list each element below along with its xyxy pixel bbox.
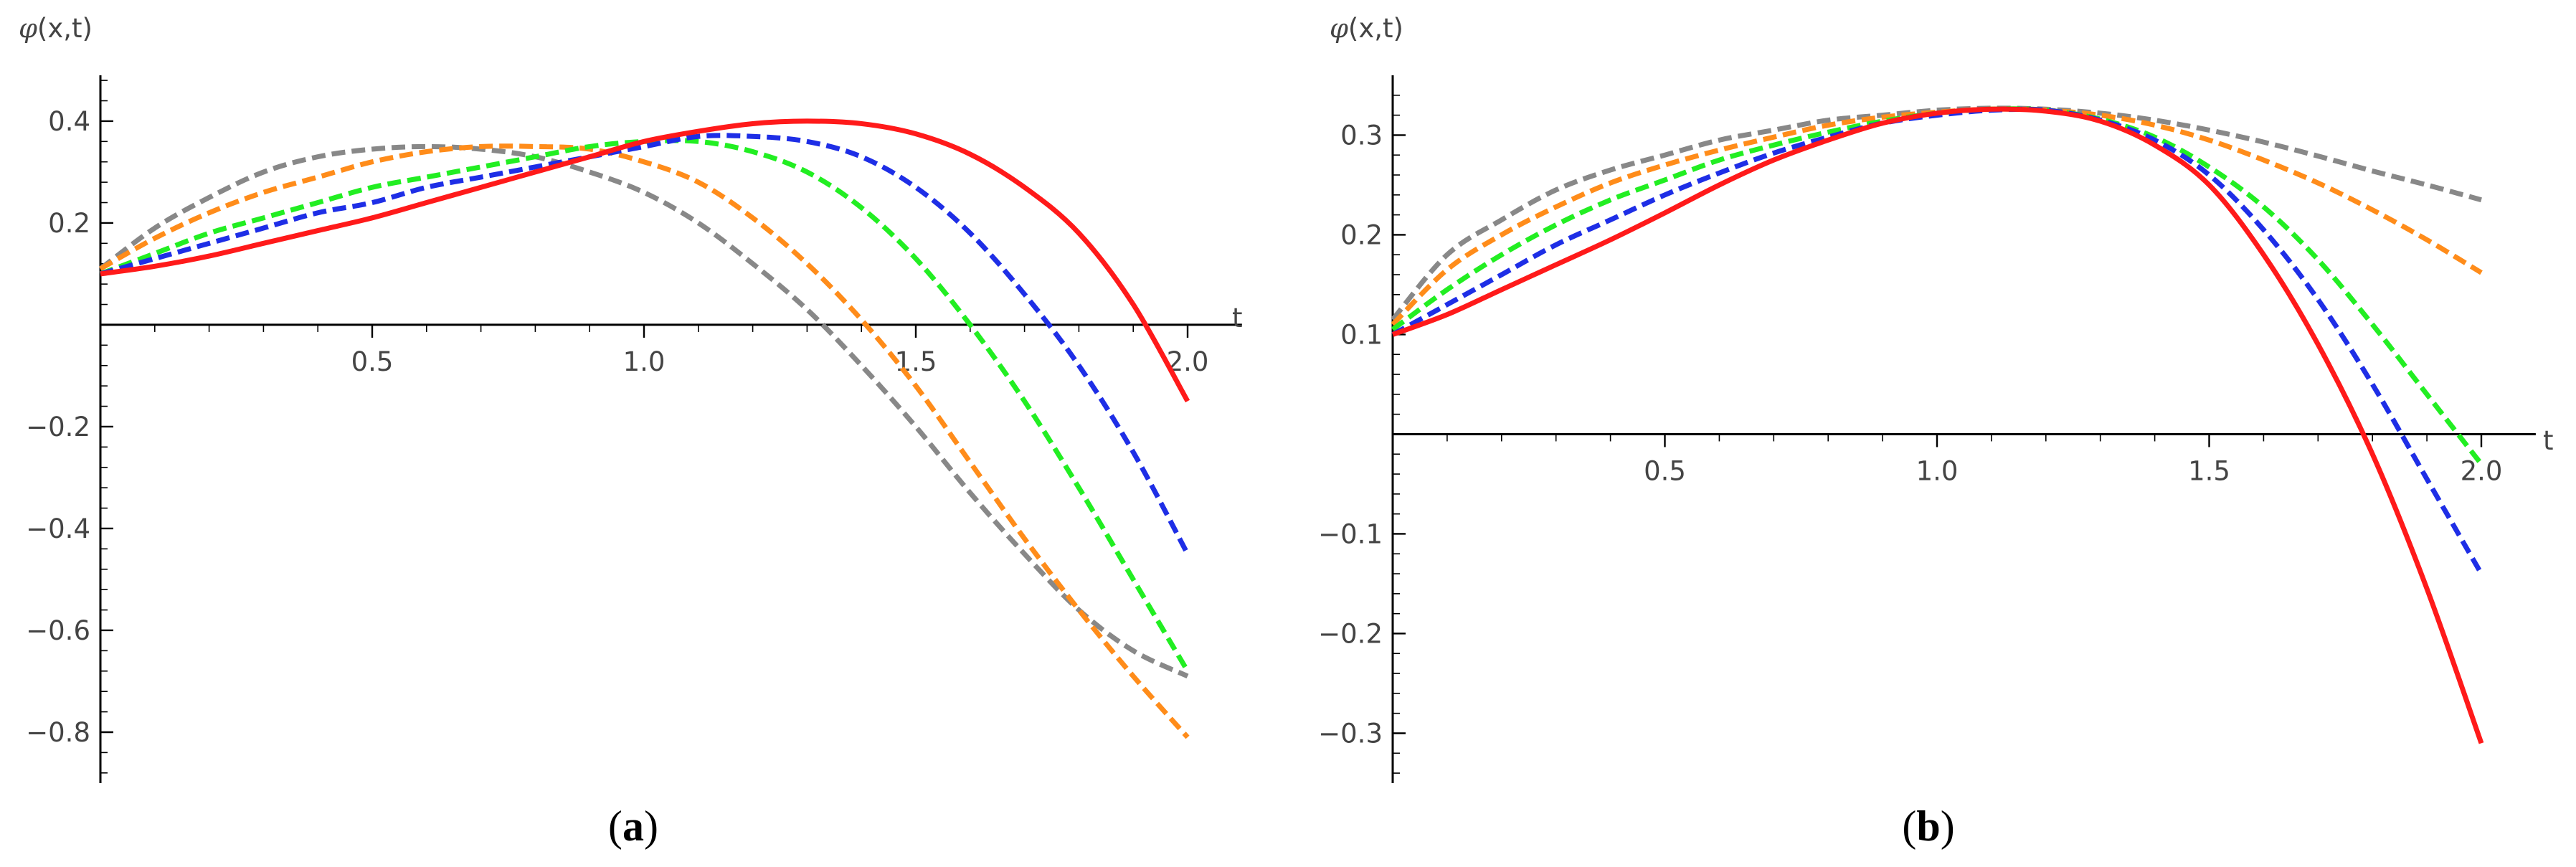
x-axis-title-a: t	[1232, 303, 1243, 333]
x-tick-label-b: 1.5	[2188, 455, 2230, 486]
series-line-b-4	[1391, 106, 2484, 575]
y-tick-label-a: −0.2	[26, 412, 90, 442]
series-line-b-3	[1391, 106, 2483, 466]
y-axis-title-a: φ(x,t)	[19, 13, 93, 44]
series-line-b-5	[1391, 106, 2484, 744]
x-tick-label-b: 2.0	[2461, 455, 2503, 486]
x-axis-title-b: t	[2543, 425, 2554, 456]
y-axis-title-b: φ(x,t)	[1330, 13, 1403, 44]
x-tick-label-b: 1.0	[1916, 455, 1959, 486]
chart-a-svg: 0.5 1.0 1.5 2.00.40.2−0.2−0.4−0.6−0.8φ(x,t)…	[19, 13, 1243, 783]
series-line-a-3	[99, 138, 1190, 673]
series-line-a-4	[100, 133, 1190, 556]
chart-panel-b: 0.5 1.0 1.5 2.0 0.3 0.2 0.1 −0.1 −0.2 −0.3 φ(x,t) t…	[1288, 0, 2576, 867]
chart-panel-a: 0.5 1.0 1.5 2.0 0.4 0.2 −0.2 −0.4 −0.6 −0.8 φ(x,t)…	[19, 13, 1243, 850]
y-tick-label-a: 0.2	[48, 208, 90, 239]
y-tick-label-b: 0.3	[1340, 120, 1383, 151]
y-tick-label-b: 0.2	[1340, 219, 1383, 250]
series-line-a-5	[100, 118, 1190, 403]
y-tick-label-b: −0.2	[1318, 618, 1383, 649]
y-tick-label-b: −0.3	[1318, 718, 1383, 749]
y-tick-label-a: −0.6	[26, 615, 90, 646]
x-tick-label-a: 1.5	[895, 346, 937, 377]
y-tick-label-a: −0.4	[26, 513, 90, 544]
y-tick-label-b: −0.1	[1318, 518, 1383, 549]
x-tick-label-a: 1.0	[623, 346, 666, 377]
series-line-b-2	[1391, 106, 2483, 327]
y-tick-label-a: −0.8	[26, 717, 90, 748]
panel-caption-a: (a)	[608, 802, 658, 850]
series-line-a-2	[99, 143, 1190, 739]
y-tick-label-b: 0.1	[1340, 319, 1383, 350]
panel-caption-b: (b)	[1902, 802, 1955, 850]
x-tick-label-b: 0.5	[1644, 455, 1686, 486]
x-tick-label-a: 0.5	[351, 346, 394, 377]
y-tick-label-a: 0.4	[48, 106, 90, 137]
chart-b-svg: 0.5 1.0 1.5 2.0 0.3 0.2 0.1 −0.1 −0.2 −0.3 φ(x,t) t	[1318, 13, 2554, 783]
series-line-b-1	[1391, 105, 2482, 321]
series-line-a-1	[98, 143, 1189, 679]
